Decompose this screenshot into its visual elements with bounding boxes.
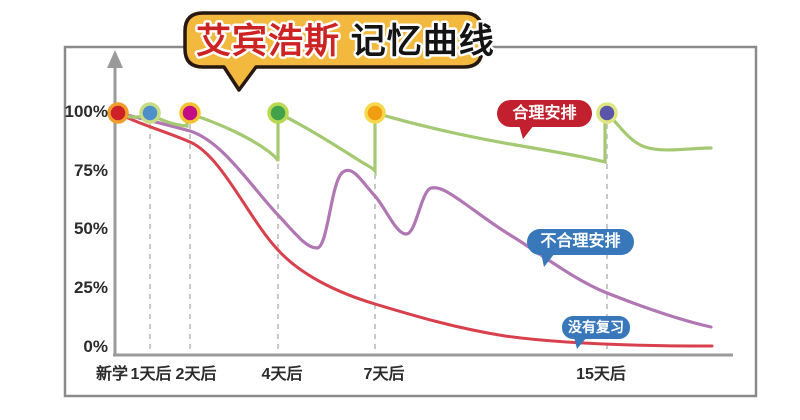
legend-label-reasonable: 合理安排 bbox=[512, 105, 577, 122]
y-tick-100: 100% bbox=[64, 102, 108, 121]
x-tick-day4: 4天后 bbox=[261, 366, 303, 383]
review-dot-day4 bbox=[267, 102, 289, 124]
curve-unreasonable-schedule bbox=[116, 111, 713, 329]
review-dot-day7 bbox=[364, 102, 386, 124]
legend-badge-no-review: 没有复习 bbox=[562, 316, 630, 349]
legend-badge-unreasonable: 不合理安排 bbox=[527, 229, 634, 267]
title-banner bbox=[183, 11, 484, 92]
review-dots bbox=[107, 102, 618, 124]
x-tick-day7: 7天后 bbox=[363, 366, 405, 383]
legend-badge-reasonable: 合理安排 bbox=[497, 100, 592, 139]
x-tick-new: 新学 bbox=[95, 366, 128, 383]
y-tick-0: 0% bbox=[83, 337, 108, 356]
x-tick-day15: 15天后 bbox=[576, 366, 626, 383]
x-tick-day1: 1天后 bbox=[130, 366, 172, 383]
review-dot-day15 bbox=[596, 102, 618, 124]
review-dot-day2 bbox=[179, 102, 201, 124]
x-tick-day2: 2天后 bbox=[175, 366, 217, 383]
badge-tail bbox=[519, 125, 534, 139]
y-tick-75: 75% bbox=[73, 161, 108, 180]
chart-frame bbox=[63, 45, 758, 398]
badge-tail bbox=[541, 253, 555, 267]
day-gridlines bbox=[149, 124, 608, 354]
y-axis-arrow-icon bbox=[107, 50, 123, 68]
y-tick-50: 50% bbox=[73, 219, 108, 238]
y-tick-25: 25% bbox=[73, 278, 108, 297]
badge-tail bbox=[574, 337, 587, 349]
curve-no-review bbox=[116, 111, 714, 348]
page-title: 艾宾浩斯 记忆曲线 bbox=[196, 22, 495, 61]
curve-reasonable-schedule bbox=[116, 111, 713, 177]
legend-label-unreasonable: 不合理安排 bbox=[540, 233, 621, 250]
legend-label-no-review: 没有复习 bbox=[568, 319, 624, 335]
review-dot-day1 bbox=[139, 102, 161, 124]
review-dot-new bbox=[107, 102, 129, 124]
